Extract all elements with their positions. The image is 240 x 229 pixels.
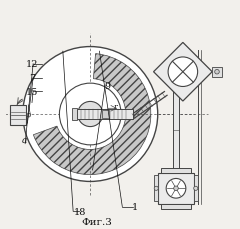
Text: 12: 12: [26, 60, 38, 69]
Text: Фиг.3: Фиг.3: [82, 217, 113, 226]
Text: a: a: [22, 135, 27, 144]
Circle shape: [166, 179, 186, 198]
Text: 15: 15: [26, 87, 38, 96]
Wedge shape: [33, 55, 151, 175]
Circle shape: [174, 186, 178, 191]
Bar: [72, 108, 77, 121]
Bar: [102, 111, 108, 118]
Text: r: r: [114, 103, 117, 111]
Polygon shape: [154, 43, 212, 102]
Circle shape: [27, 114, 31, 117]
Text: 1: 1: [132, 202, 138, 211]
Text: 18: 18: [74, 207, 86, 216]
Bar: [173, 57, 179, 204]
Bar: [194, 175, 198, 202]
Text: 9: 9: [104, 82, 110, 90]
Circle shape: [168, 58, 198, 87]
Circle shape: [194, 186, 198, 191]
Bar: [154, 175, 158, 202]
Circle shape: [215, 70, 219, 75]
Bar: [158, 173, 194, 204]
Bar: [10, 106, 26, 125]
Text: 7: 7: [29, 74, 35, 83]
Bar: [161, 204, 192, 209]
Bar: [212, 67, 222, 77]
Bar: [77, 109, 132, 120]
Circle shape: [23, 47, 158, 182]
Circle shape: [154, 186, 158, 191]
Bar: [161, 168, 192, 173]
Circle shape: [60, 84, 121, 145]
Circle shape: [78, 102, 103, 127]
